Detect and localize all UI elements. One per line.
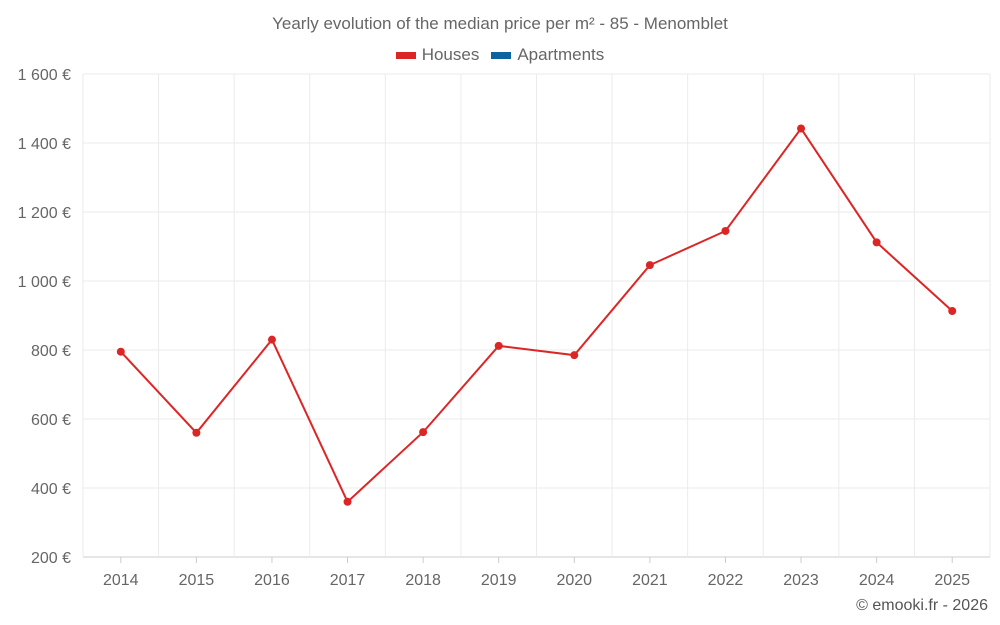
legend-swatch-houses — [395, 51, 416, 59]
y-tick-label: 800 € — [31, 343, 71, 360]
data-point — [645, 261, 654, 270]
x-tick-label: 2016 — [254, 572, 290, 589]
data-point — [343, 497, 352, 506]
data-point — [419, 428, 428, 437]
legend-label: Apartments — [517, 45, 605, 64]
x-tick-label: 2018 — [405, 572, 441, 589]
series-line-houses — [120, 126, 953, 504]
credit: © emooki.fr - 2026 — [856, 597, 988, 614]
data-point — [267, 335, 276, 344]
legend-item-apartments[interactable]: Apartments — [491, 45, 604, 65]
data-point — [721, 226, 730, 235]
data-point — [570, 351, 579, 360]
legend-swatch-apartments — [491, 51, 512, 59]
data-point — [948, 307, 957, 316]
x-tick-label: 2019 — [481, 572, 517, 589]
y-tick-label: 400 € — [31, 481, 71, 498]
data-point — [116, 347, 125, 356]
y-tick-label: 1 200 € — [18, 205, 71, 222]
x-tick-label: 2021 — [632, 572, 668, 589]
data-point — [797, 124, 806, 133]
x-tick-label: 2020 — [556, 572, 592, 589]
y-tick-label: 1 400 € — [18, 136, 71, 153]
x-tick-label: 2014 — [103, 572, 139, 589]
y-tick-label: 1 600 € — [18, 67, 71, 84]
data-point — [872, 238, 881, 247]
y-tick-label: 200 € — [31, 550, 71, 567]
data-point — [192, 428, 201, 437]
x-tick-label: 2015 — [179, 572, 215, 589]
data-point — [494, 341, 503, 350]
x-tick-label: 2017 — [330, 572, 366, 589]
x-tick-label: 2022 — [708, 572, 744, 589]
legend-label: Houses — [421, 45, 480, 64]
y-tick-label: 600 € — [31, 412, 71, 429]
x-tick-label: 2024 — [859, 572, 895, 589]
legend: Houses Apartments — [0, 45, 1000, 65]
chart-title: Yearly evolution of the median price per… — [272, 14, 728, 33]
x-tick-label: 2023 — [783, 572, 819, 589]
x-tick-label: 2025 — [934, 572, 970, 589]
y-tick-label: 1 000 € — [18, 274, 71, 291]
legend-item-houses[interactable]: Houses — [395, 45, 480, 65]
